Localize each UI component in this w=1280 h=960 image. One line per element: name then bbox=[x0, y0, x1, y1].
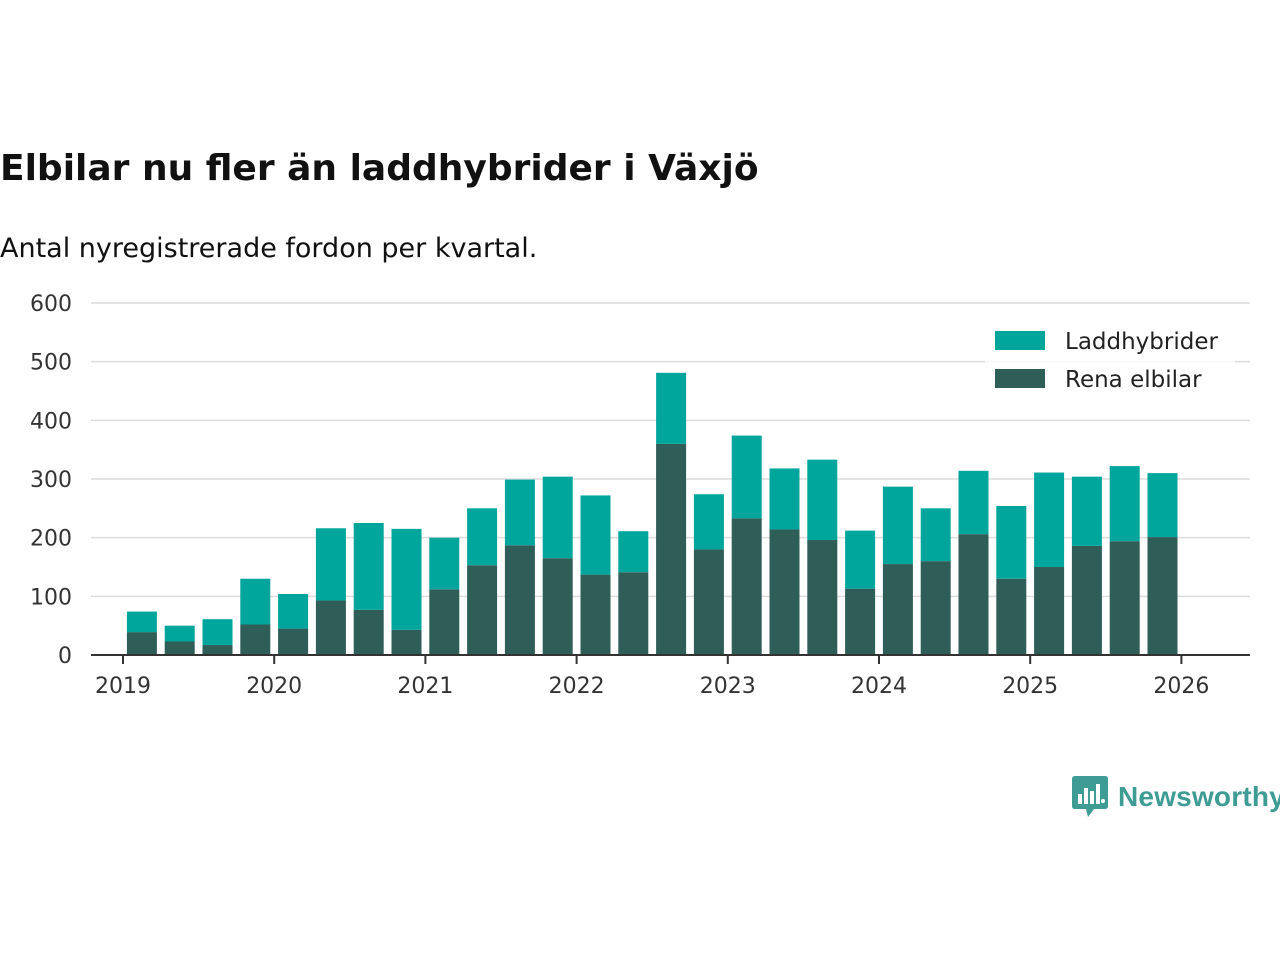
bar-laddhybrider bbox=[769, 468, 800, 530]
bar-laddhybrider bbox=[126, 611, 157, 633]
bar-rena-elbilar bbox=[278, 628, 309, 655]
bar-rena-elbilar bbox=[845, 588, 876, 655]
legend: Laddhybrider Rena elbilar bbox=[985, 323, 1235, 397]
bar-rena-elbilar bbox=[769, 529, 800, 655]
bar-rena-elbilar bbox=[807, 540, 838, 655]
bar-laddhybrider bbox=[353, 523, 384, 610]
x-tick-label: 2021 bbox=[397, 674, 453, 699]
y-tick-label: 400 bbox=[30, 409, 72, 434]
bar-laddhybrider bbox=[618, 531, 649, 573]
chart-title: Elbilar nu fler än laddhybrider i Växjö bbox=[0, 148, 759, 189]
bar-laddhybrider bbox=[1071, 476, 1102, 546]
x-tick-label: 2020 bbox=[246, 674, 302, 699]
brand-logo: Newsworthy bbox=[1072, 776, 1280, 818]
bar-laddhybrider bbox=[580, 495, 611, 575]
bar-laddhybrider bbox=[656, 372, 687, 444]
x-tick-label: 2019 bbox=[95, 674, 151, 699]
bar-rena-elbilar bbox=[731, 518, 762, 655]
bar-rena-elbilar bbox=[656, 443, 687, 655]
bar-rena-elbilar bbox=[542, 558, 573, 655]
bar-rena-elbilar bbox=[391, 629, 422, 655]
chart-subtitle: Antal nyregistrerade fordon per kvartal. bbox=[0, 233, 538, 264]
bar-rena-elbilar bbox=[315, 600, 346, 655]
y-tick-label: 600 bbox=[30, 292, 72, 317]
bar-rena-elbilar bbox=[958, 534, 989, 655]
bar-laddhybrider bbox=[429, 537, 460, 590]
bar-rena-elbilar bbox=[1109, 541, 1140, 655]
bar-rena-elbilar bbox=[353, 609, 384, 655]
bar-rena-elbilar bbox=[504, 545, 535, 655]
bar-rena-elbilar bbox=[882, 564, 913, 655]
bar-laddhybrider bbox=[731, 435, 762, 519]
bar-rena-elbilar bbox=[996, 578, 1027, 655]
bar-laddhybrider bbox=[996, 505, 1027, 579]
x-tick-label: 2026 bbox=[1153, 674, 1209, 699]
bar-rena-elbilar bbox=[1034, 567, 1065, 655]
x-tick-label: 2024 bbox=[851, 674, 907, 699]
bar-laddhybrider bbox=[1034, 472, 1065, 567]
axes: 0 100 200 300 400 500 600 2019 2020 2021 2022 2023 2… bbox=[30, 292, 1250, 699]
bar-rena-elbilar bbox=[429, 589, 460, 655]
bar-rena-elbilar bbox=[1147, 537, 1178, 655]
legend-swatch-laddhybrider bbox=[995, 331, 1045, 350]
x-tick-label: 2025 bbox=[1002, 674, 1058, 699]
bar-laddhybrider bbox=[845, 530, 876, 589]
y-tick-label: 500 bbox=[30, 351, 72, 376]
bar-laddhybrider bbox=[1109, 466, 1140, 542]
bar-rena-elbilar bbox=[467, 565, 498, 655]
y-tick-label: 200 bbox=[30, 527, 72, 552]
bar-laddhybrider bbox=[920, 508, 951, 562]
bar-rena-elbilar bbox=[618, 572, 649, 655]
legend-label-laddhybrider: Laddhybrider bbox=[1065, 329, 1218, 355]
bar-rena-elbilar bbox=[240, 624, 271, 655]
bar-laddhybrider bbox=[278, 593, 309, 629]
bar-rena-elbilar bbox=[1071, 545, 1102, 655]
x-tick-label: 2022 bbox=[549, 674, 605, 699]
bars bbox=[126, 372, 1178, 655]
brand-name: Newsworthy bbox=[1118, 781, 1280, 812]
bar-rena-elbilar bbox=[202, 645, 233, 655]
y-tick-label: 300 bbox=[30, 468, 72, 493]
bar-laddhybrider bbox=[467, 508, 498, 566]
y-tick-label: 0 bbox=[58, 644, 72, 669]
legend-swatch-rena-elbilar bbox=[995, 369, 1045, 388]
bar-laddhybrider bbox=[958, 470, 989, 535]
bar-rena-elbilar bbox=[580, 574, 611, 655]
newsworthy-logo-icon bbox=[1072, 776, 1108, 817]
bar-laddhybrider bbox=[240, 578, 271, 625]
bar-rena-elbilar bbox=[693, 549, 724, 655]
bar-rena-elbilar bbox=[920, 561, 951, 655]
bar-laddhybrider bbox=[807, 459, 838, 541]
legend-label-rena-elbilar: Rena elbilar bbox=[1065, 367, 1202, 393]
bar-laddhybrider bbox=[504, 479, 535, 546]
bar-laddhybrider bbox=[542, 476, 573, 559]
bar-laddhybrider bbox=[202, 619, 233, 646]
bar-laddhybrider bbox=[315, 528, 346, 601]
y-tick-label: 100 bbox=[30, 585, 72, 610]
bar-laddhybrider bbox=[1147, 473, 1178, 538]
bar-laddhybrider bbox=[693, 494, 724, 550]
bar-laddhybrider bbox=[882, 486, 913, 565]
bar-rena-elbilar bbox=[126, 632, 157, 655]
bar-laddhybrider bbox=[164, 625, 195, 642]
bar-rena-elbilar bbox=[164, 641, 195, 655]
bar-laddhybrider bbox=[391, 528, 422, 630]
x-tick-label: 2023 bbox=[700, 674, 756, 699]
